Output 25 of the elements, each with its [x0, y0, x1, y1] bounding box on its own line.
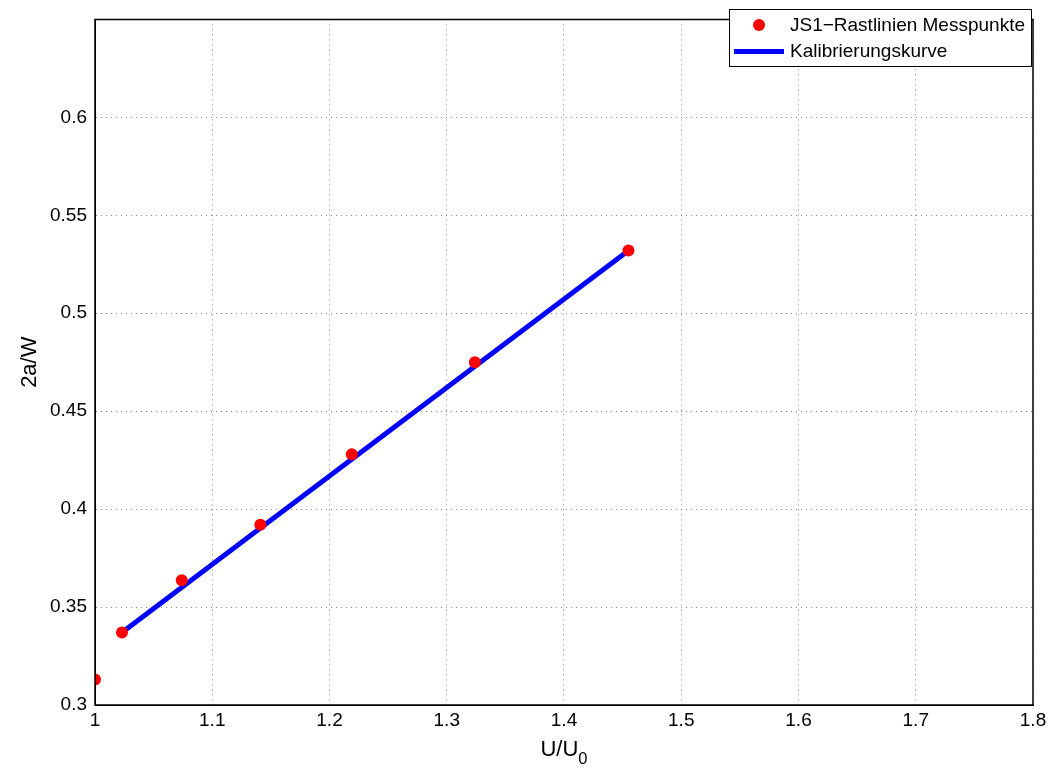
y-tick-label: 0.3 — [60, 693, 87, 715]
x-tick-label: 1.2 — [316, 708, 343, 730]
x-tick-label: 1.5 — [668, 708, 695, 730]
point — [468, 356, 481, 369]
point — [175, 574, 188, 587]
x-tick-label: 1.4 — [550, 708, 578, 730]
x-tick-label: 1.1 — [199, 708, 226, 730]
y-axis-title: 2a/W — [16, 336, 42, 388]
point — [115, 626, 128, 639]
y-tick-label: 0.45 — [50, 399, 87, 421]
x-tick-label: 1.7 — [902, 708, 929, 730]
y-tick-label: 0.5 — [60, 301, 87, 323]
legend-label: JS1−Rastlinien Messpunkte — [790, 14, 1025, 36]
point — [622, 244, 635, 257]
y-tick-label: 0.4 — [60, 497, 88, 519]
point — [254, 518, 267, 531]
x-tick-label: 1.6 — [785, 708, 812, 730]
x-tick-label: 1.8 — [1019, 708, 1047, 730]
y-tick-label: 0.35 — [50, 595, 87, 617]
y-tick-label: 0.55 — [50, 203, 87, 225]
y-tick-label: 0.6 — [60, 105, 87, 127]
x-tick-label: 1 — [89, 708, 101, 730]
point — [345, 448, 358, 461]
x-tick-label: 1.3 — [433, 708, 460, 730]
legend-label: Kalibrierungskurve — [790, 40, 948, 62]
